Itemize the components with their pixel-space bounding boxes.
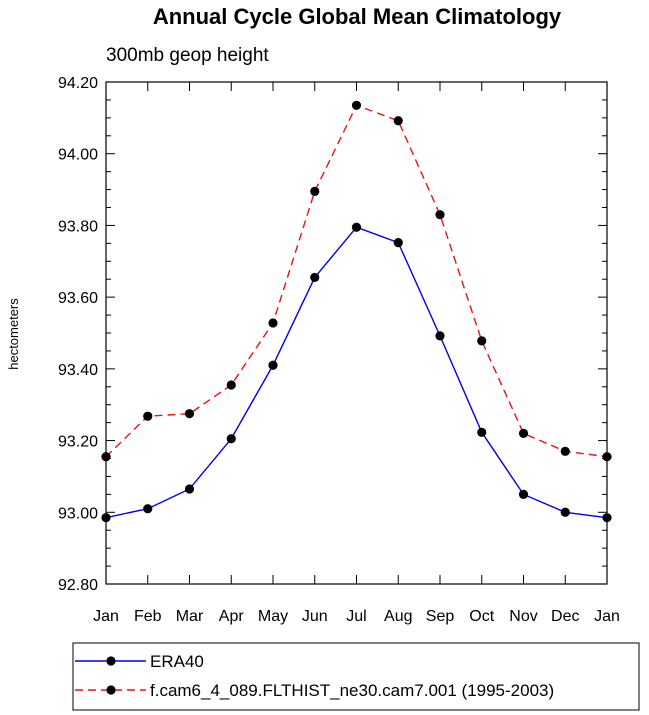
data-point (560, 507, 570, 517)
plot-frame (105, 81, 608, 585)
x-tick-label: Jun (302, 608, 328, 625)
axis-ticks: 92.80 93.00 93.20 93.40 93.60 93.80 94.00 94.20… (58, 75, 620, 625)
x-tick-label: Oct (469, 608, 494, 625)
series-layer (101, 100, 612, 523)
chart-subtitle: 300mb geop height (106, 45, 269, 66)
x-tick-label: May (258, 608, 288, 625)
data-point (435, 210, 445, 220)
x-tick-label: Aug (384, 608, 412, 625)
legend-item: ERA40 (75, 652, 204, 671)
data-point (477, 336, 487, 346)
x-tick-label: Jul (346, 608, 366, 625)
data-point (101, 452, 111, 462)
data-point (518, 489, 529, 499)
legend: ERA40 f.cam6_4_089.FLTHIST_ne30.cam7.001 … (75, 652, 554, 700)
y-tick-label: 94.20 (58, 75, 98, 92)
x-tick-label: Jan (93, 608, 119, 625)
data-point (310, 186, 320, 196)
series-era40 (101, 222, 612, 523)
data-point (184, 484, 195, 494)
data-point (101, 513, 111, 523)
data-point (560, 446, 570, 456)
data-point (310, 272, 320, 283)
legend-label: ERA40 (150, 652, 204, 671)
y-tick-label: 94.00 (58, 147, 98, 164)
y-tick-label: 93.40 (58, 362, 98, 379)
legend-label: f.cam6_4_089.FLTHIST_ne30.cam7.001 (1995… (150, 681, 554, 700)
x-tick-label: Apr (219, 608, 245, 625)
series-line (105, 226, 608, 519)
y-tick-label: 93.00 (58, 505, 98, 522)
data-point (226, 434, 236, 444)
data-point (393, 238, 403, 248)
legend-box (72, 642, 640, 711)
series-cam6 (101, 100, 612, 462)
data-point (602, 452, 612, 462)
data-point (518, 428, 529, 438)
x-tick-label: Mar (176, 608, 204, 625)
data-point (351, 100, 362, 110)
chart-title: Annual Cycle Global Mean Climatology (153, 4, 562, 29)
y-tick-label: 93.60 (58, 290, 98, 307)
data-point (268, 318, 278, 328)
x-tick-label: Dec (551, 608, 579, 625)
data-point (435, 331, 445, 341)
y-axis-label: hectometers (6, 298, 21, 370)
x-tick-label: Jan (594, 608, 620, 625)
data-point (268, 360, 278, 370)
y-tick-label: 93.80 (58, 218, 98, 235)
data-point (351, 222, 362, 232)
legend-item: f.cam6_4_089.FLTHIST_ne30.cam7.001 (1995… (75, 681, 554, 700)
legend-marker (106, 685, 116, 695)
data-point (184, 409, 195, 419)
y-tick-label: 93.20 (58, 434, 98, 451)
series-line (105, 104, 608, 458)
data-point (143, 411, 153, 421)
y-tick-label: 92.80 (58, 577, 98, 594)
data-point (393, 116, 403, 126)
x-tick-label: Nov (509, 608, 537, 625)
data-point (143, 504, 153, 514)
data-point (602, 513, 612, 523)
x-tick-label: Sep (426, 608, 455, 625)
legend-marker (106, 656, 116, 666)
data-point (226, 380, 236, 390)
data-point (477, 427, 487, 437)
x-tick-label: Feb (134, 608, 162, 625)
